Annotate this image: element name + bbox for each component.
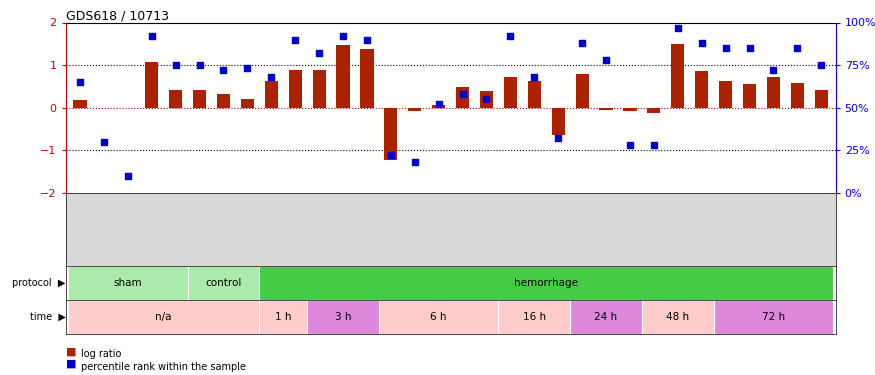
- Text: GDS618 / 10713: GDS618 / 10713: [66, 9, 169, 22]
- Bar: [551, 108, 564, 135]
- Point: [815, 62, 829, 68]
- Point: [431, 101, 445, 107]
- Bar: [241, 99, 254, 108]
- Bar: [499, 300, 570, 334]
- Point: [192, 62, 206, 68]
- Point: [599, 57, 613, 63]
- Bar: [187, 266, 259, 300]
- Point: [241, 66, 255, 72]
- Point: [718, 45, 732, 51]
- Text: 6 h: 6 h: [430, 312, 447, 322]
- Bar: [265, 81, 278, 108]
- Bar: [504, 77, 517, 108]
- Point: [575, 40, 589, 46]
- Point: [336, 33, 350, 39]
- Bar: [432, 105, 445, 108]
- Point: [312, 50, 326, 56]
- Bar: [719, 81, 732, 108]
- Text: 24 h: 24 h: [594, 312, 618, 322]
- Bar: [68, 266, 187, 300]
- Point: [551, 135, 565, 141]
- Point: [97, 139, 111, 145]
- Point: [480, 96, 494, 102]
- Point: [121, 173, 135, 179]
- Point: [384, 152, 398, 158]
- Bar: [217, 94, 230, 108]
- Bar: [74, 100, 87, 108]
- Point: [169, 62, 183, 68]
- Bar: [642, 300, 714, 334]
- Text: log ratio: log ratio: [81, 350, 122, 359]
- Point: [73, 79, 87, 85]
- Text: hemorrhage: hemorrhage: [514, 278, 578, 288]
- Point: [288, 36, 302, 42]
- Bar: [259, 266, 833, 300]
- Text: 16 h: 16 h: [522, 312, 546, 322]
- Point: [503, 33, 517, 39]
- Text: time  ▶: time ▶: [30, 312, 66, 322]
- Bar: [193, 90, 206, 108]
- Text: 3 h: 3 h: [335, 312, 351, 322]
- Text: 1 h: 1 h: [275, 312, 291, 322]
- Point: [695, 40, 709, 46]
- Bar: [145, 62, 158, 108]
- Point: [144, 33, 158, 39]
- Bar: [480, 92, 494, 108]
- Bar: [570, 300, 642, 334]
- Bar: [289, 70, 302, 108]
- Bar: [648, 108, 661, 113]
- Point: [623, 142, 637, 148]
- Text: 72 h: 72 h: [762, 312, 785, 322]
- Text: 48 h: 48 h: [666, 312, 690, 322]
- Bar: [743, 84, 756, 108]
- Point: [360, 36, 374, 42]
- Point: [264, 74, 278, 80]
- Text: sham: sham: [114, 278, 142, 288]
- Bar: [671, 44, 684, 108]
- Bar: [599, 108, 612, 110]
- Bar: [169, 90, 182, 108]
- Point: [647, 142, 661, 148]
- Point: [766, 67, 780, 73]
- Bar: [307, 300, 379, 334]
- Text: protocol  ▶: protocol ▶: [12, 278, 66, 288]
- Bar: [528, 81, 541, 108]
- Bar: [312, 70, 326, 108]
- Bar: [623, 108, 636, 111]
- Text: n/a: n/a: [156, 312, 172, 322]
- Point: [408, 159, 422, 165]
- Text: percentile rank within the sample: percentile rank within the sample: [81, 362, 247, 372]
- Bar: [695, 71, 708, 108]
- Bar: [456, 87, 469, 108]
- Point: [790, 45, 804, 51]
- Point: [216, 67, 230, 73]
- Point: [743, 45, 757, 51]
- Bar: [766, 77, 780, 108]
- Bar: [379, 300, 499, 334]
- Bar: [576, 74, 589, 108]
- Bar: [408, 108, 422, 111]
- Point: [528, 74, 542, 80]
- Bar: [791, 83, 804, 108]
- Bar: [68, 300, 259, 334]
- Bar: [815, 90, 828, 108]
- Bar: [259, 300, 307, 334]
- Bar: [714, 300, 833, 334]
- Bar: [360, 49, 374, 108]
- Point: [456, 91, 470, 97]
- Bar: [384, 108, 397, 159]
- Point: [671, 25, 685, 31]
- Text: ■: ■: [66, 346, 76, 356]
- Text: control: control: [206, 278, 242, 288]
- Text: ■: ■: [66, 359, 76, 369]
- Bar: [337, 45, 350, 108]
